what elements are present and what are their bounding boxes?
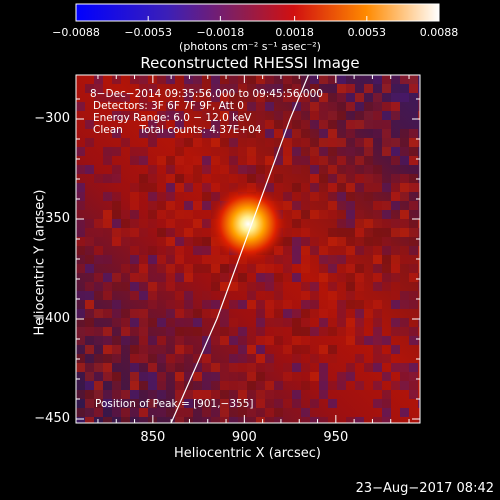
footer-date: 23−Aug−2017 08:42 (355, 481, 494, 496)
y-tick-label: −400 (34, 311, 70, 326)
colorbar-ticks (75, 16, 440, 21)
plot-frame (75, 74, 421, 424)
colorbar-tick-label: −0.0018 (196, 26, 245, 39)
x-tick-label: 950 (323, 430, 349, 445)
colorbar-tick-label: −0.0053 (124, 26, 173, 39)
colorbar-tick-label: 0.0053 (347, 26, 387, 39)
flare-peak-source (208, 184, 289, 264)
x-axis-label: Heliocentric X (arcsec) (174, 446, 321, 461)
solar-limb-line (170, 74, 309, 424)
heatmap-image (76, 75, 420, 423)
colorbar-svg (75, 3, 440, 22)
annotation-time: 8−Dec−2014 09:35:56.000 to 09:45:56.000 (90, 88, 323, 100)
annotation-counts: Clean Total counts: 4.37E+04 (93, 124, 262, 136)
colorbar-tick-label: −0.0088 (52, 26, 100, 39)
x-tick-label: 900 (231, 430, 257, 445)
y-tick-label: −450 (34, 411, 70, 426)
colorbar-tick-label: 0.0018 (275, 26, 314, 39)
chart-title: Reconstructed RHESSI Image (140, 54, 360, 72)
colorbar (75, 3, 440, 22)
annotation-detectors: Detectors: 3F 6F 7F 9F, Att 0 (93, 100, 244, 112)
y-tick-label: −350 (34, 211, 70, 226)
colorbar-tick-label: 0.0088 (419, 26, 459, 39)
x-tick-label: 850 (140, 430, 166, 445)
y-tick-label: −300 (34, 111, 70, 126)
colorbar-units: (photons cm⁻² s⁻¹ asec⁻²) (179, 40, 321, 53)
annotation-energy: Energy Range: 6.0 − 12.0 keV (93, 112, 252, 124)
axis-ticks (76, 75, 420, 423)
y-axis-label: Heliocentric Y (arcsec) (32, 189, 48, 336)
peak-position-label: Position of Peak = [901,−355] (95, 398, 254, 410)
